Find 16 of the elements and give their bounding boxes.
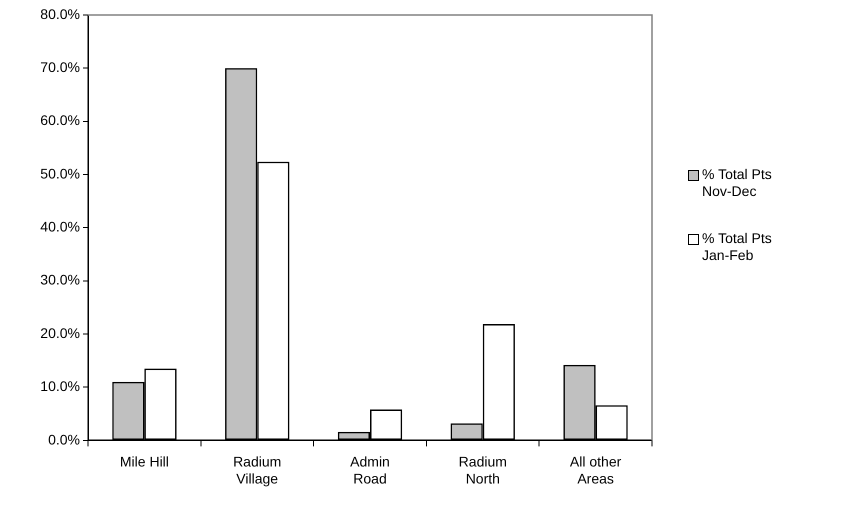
x-tick-label: Mile Hill: [120, 454, 169, 470]
y-tick-label: 70.0%: [40, 59, 80, 76]
text: % Total Pts Jan-Feb: [702, 230, 773, 264]
x-tick-label: All other Areas: [570, 454, 622, 486]
y-tick-label: 30.0%: [40, 272, 80, 288]
y-tick-label: 60.0%: [40, 112, 80, 128]
x-tick-label: Admin Road: [350, 454, 390, 486]
y-tick-label: 0.0%: [48, 431, 80, 448]
y-tick-label: 10.0%: [40, 378, 80, 394]
y-tick-label: 50.0%: [40, 165, 80, 182]
y-tick-label: 80.0%: [40, 6, 80, 22]
y-tick-label: 40.0%: [40, 218, 80, 235]
x-tick-label: Radium North: [458, 454, 507, 486]
x-tick-label: Radium Village: [233, 454, 282, 486]
y-tick-label: 20.0%: [40, 324, 80, 341]
legend-label: % Total Pts Nov-Dec: [702, 166, 773, 200]
